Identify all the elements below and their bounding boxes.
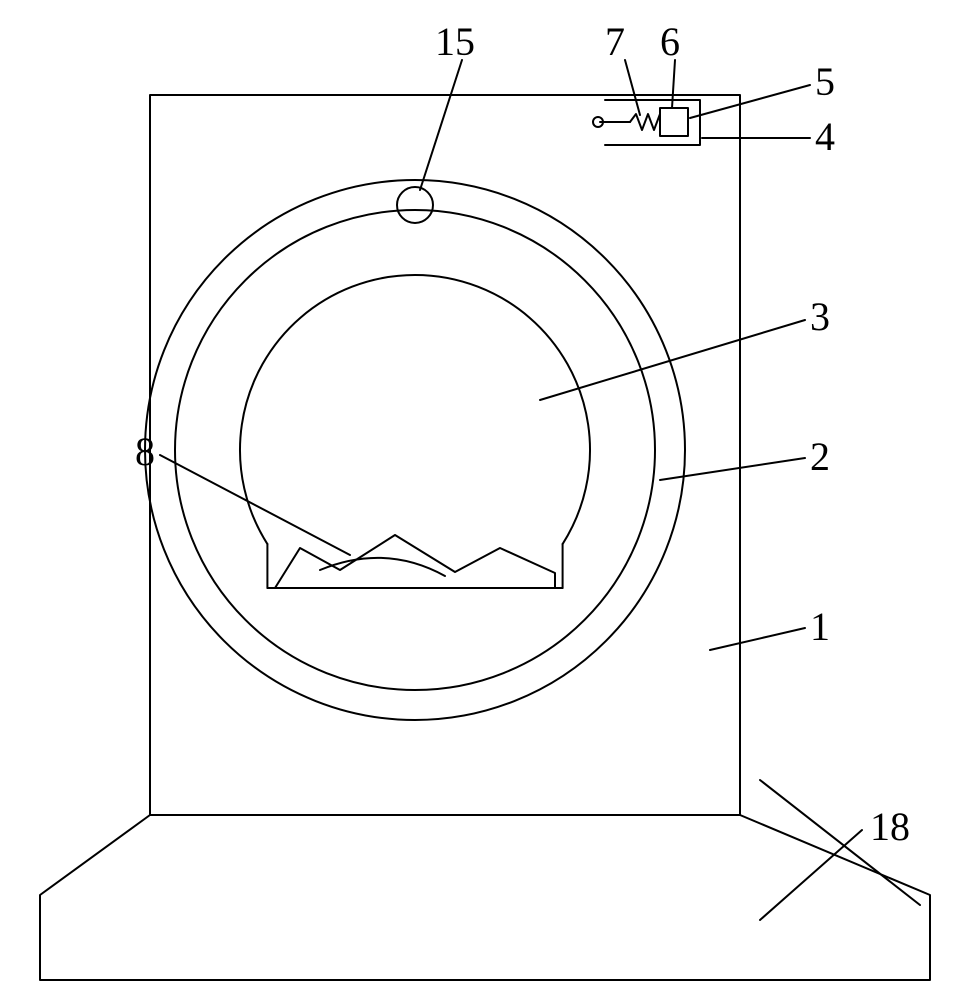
mechanism-spring [630,114,660,130]
base-outline [40,815,930,980]
label-l3-text: 3 [810,294,830,339]
label-l7-leader [625,60,640,115]
label-l5-text: 5 [815,59,835,104]
label-l1-leader [710,628,805,650]
label-l18-leader-1 [760,830,862,920]
label-l6-text: 6 [660,19,680,64]
mechanism-block [660,108,688,136]
patent-figure: 157654321818 [0,0,971,1000]
inner-ring-arc [240,275,590,544]
label-l15-text: 15 [435,19,475,64]
label-l2-leader [660,458,805,480]
label-l1-text: 1 [810,604,830,649]
sensor-circle [397,187,433,223]
label-l8-leader [160,455,350,555]
label-l8-text: 8 [135,429,155,474]
label-l3-leader [540,320,805,400]
powder-pile [275,535,555,588]
outer-ring [145,180,685,720]
label-l4-text: 4 [815,114,835,159]
label-l2-text: 2 [810,434,830,479]
mid-ring [175,210,655,690]
powder-ripple [320,558,445,576]
label-l5-leader [690,85,810,118]
body-outline [150,95,740,815]
label-l7-text: 7 [605,19,625,64]
label-l18-text: 18 [870,804,910,849]
label-l15-leader [420,60,462,190]
